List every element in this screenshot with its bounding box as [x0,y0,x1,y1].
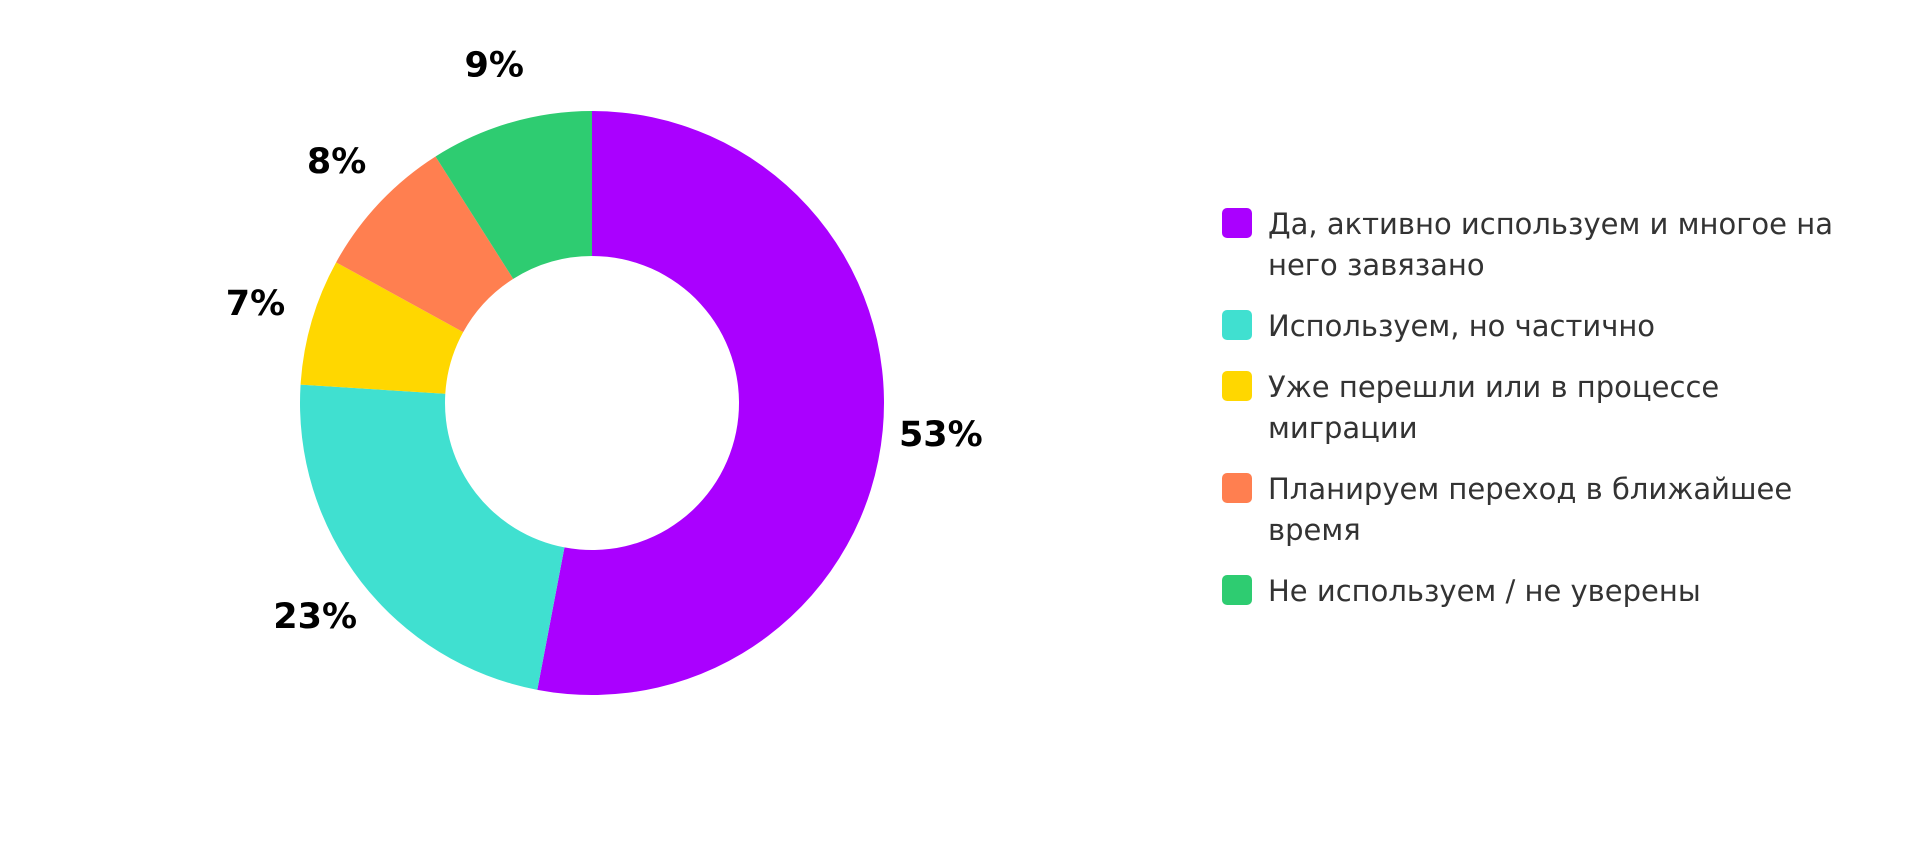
legend-label: Не используем / не уверены [1268,574,1701,608]
legend-swatch [1222,371,1252,401]
legend-item: Да, активно используем и многое на него … [1222,204,1862,286]
chart: 53% 23% 7% 8% 9% [226,46,983,695]
value-label: 9% [465,46,524,86]
legend-label: Да, активно используем и многое на него … [1268,207,1833,282]
value-label: 23% [273,597,357,637]
donut-slice [300,262,464,394]
legend-swatch [1222,208,1252,238]
donut-slice [300,384,565,690]
legend-swatch [1222,575,1252,605]
legend-item: Используем, но частично [1222,306,1862,347]
legend-item: Уже перешли или в процессе миграции [1222,367,1862,449]
value-label: 53% [899,415,983,455]
donut-slice [435,111,592,279]
value-label: 7% [226,284,285,324]
legend-swatch [1222,310,1252,340]
legend-label: Используем, но частично [1268,309,1656,343]
value-label: 8% [307,142,366,182]
legend-item: Планируем переход в ближайшее время [1222,469,1862,551]
legend-label: Уже перешли или в процессе миграции [1268,370,1720,445]
legend-label: Планируем переход в ближайшее время [1268,472,1793,547]
donut-slice [336,156,514,333]
legend: Да, активно используем и многое на него … [1222,0,1862,816]
donut-slice [537,111,884,695]
legend-item: Не используем / не уверены [1222,571,1862,612]
legend-swatch [1222,473,1252,503]
